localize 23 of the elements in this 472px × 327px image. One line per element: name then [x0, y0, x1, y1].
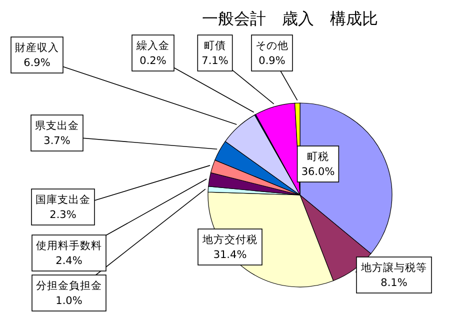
slice-label: 国庫支出金: [36, 193, 90, 206]
slice-label: その他: [256, 40, 288, 52]
data-label: 2.4%: [56, 255, 82, 267]
data-label: 31.4%: [213, 249, 247, 261]
data-label: 6.9%: [24, 57, 50, 69]
data-label: 8.1%: [380, 277, 408, 289]
data-label: 2.3%: [50, 209, 76, 221]
data-label: 0.9%: [258, 55, 286, 67]
slice-label: 財産収入: [15, 41, 59, 54]
chart-title: 一般会計 歳入 構成比: [202, 9, 378, 28]
slice-label: 町税: [307, 150, 329, 163]
data-label: 7.1%: [202, 55, 228, 67]
slice-label: 地方交付税: [202, 233, 258, 246]
slice-label: 町債: [204, 40, 226, 52]
slice-label: 繰入金: [136, 39, 170, 52]
slice-label: 使用料手数料: [36, 239, 102, 252]
slice-label: 地方譲与税等: [360, 261, 427, 274]
data-label: 36.0%: [301, 166, 335, 178]
slice-label: 県支出金: [35, 119, 79, 132]
data-label: 3.7%: [44, 135, 70, 147]
slice-label: 分担金負担金: [36, 280, 102, 292]
data-label: 0.2%: [140, 55, 166, 67]
data-label: 1.0%: [56, 295, 82, 307]
